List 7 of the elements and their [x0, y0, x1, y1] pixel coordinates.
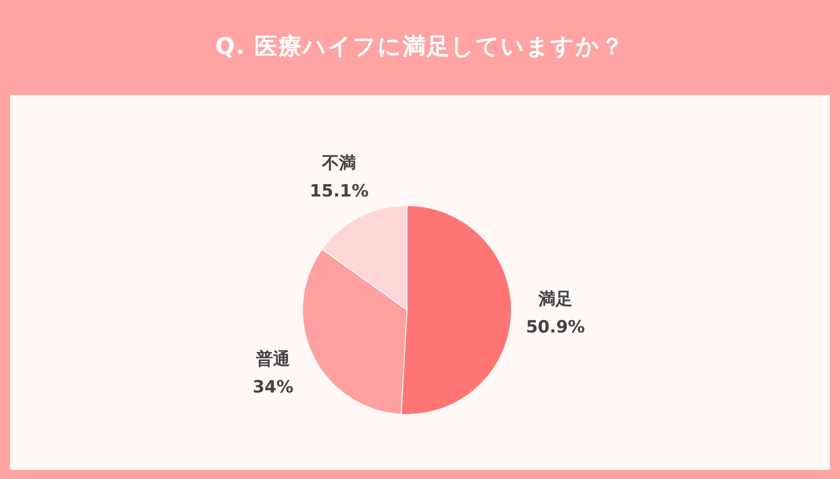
- slice-label: 普通: [255, 348, 290, 370]
- chart-title: Q. 医療ハイフに満足していますか？: [214, 32, 626, 62]
- slice-label: 満足: [537, 290, 572, 310]
- slice-label: 不満: [321, 153, 356, 174]
- data-label: 34%: [252, 377, 294, 398]
- data-label: 15.1%: [310, 181, 369, 202]
- data-label: 50.9%: [526, 318, 585, 338]
